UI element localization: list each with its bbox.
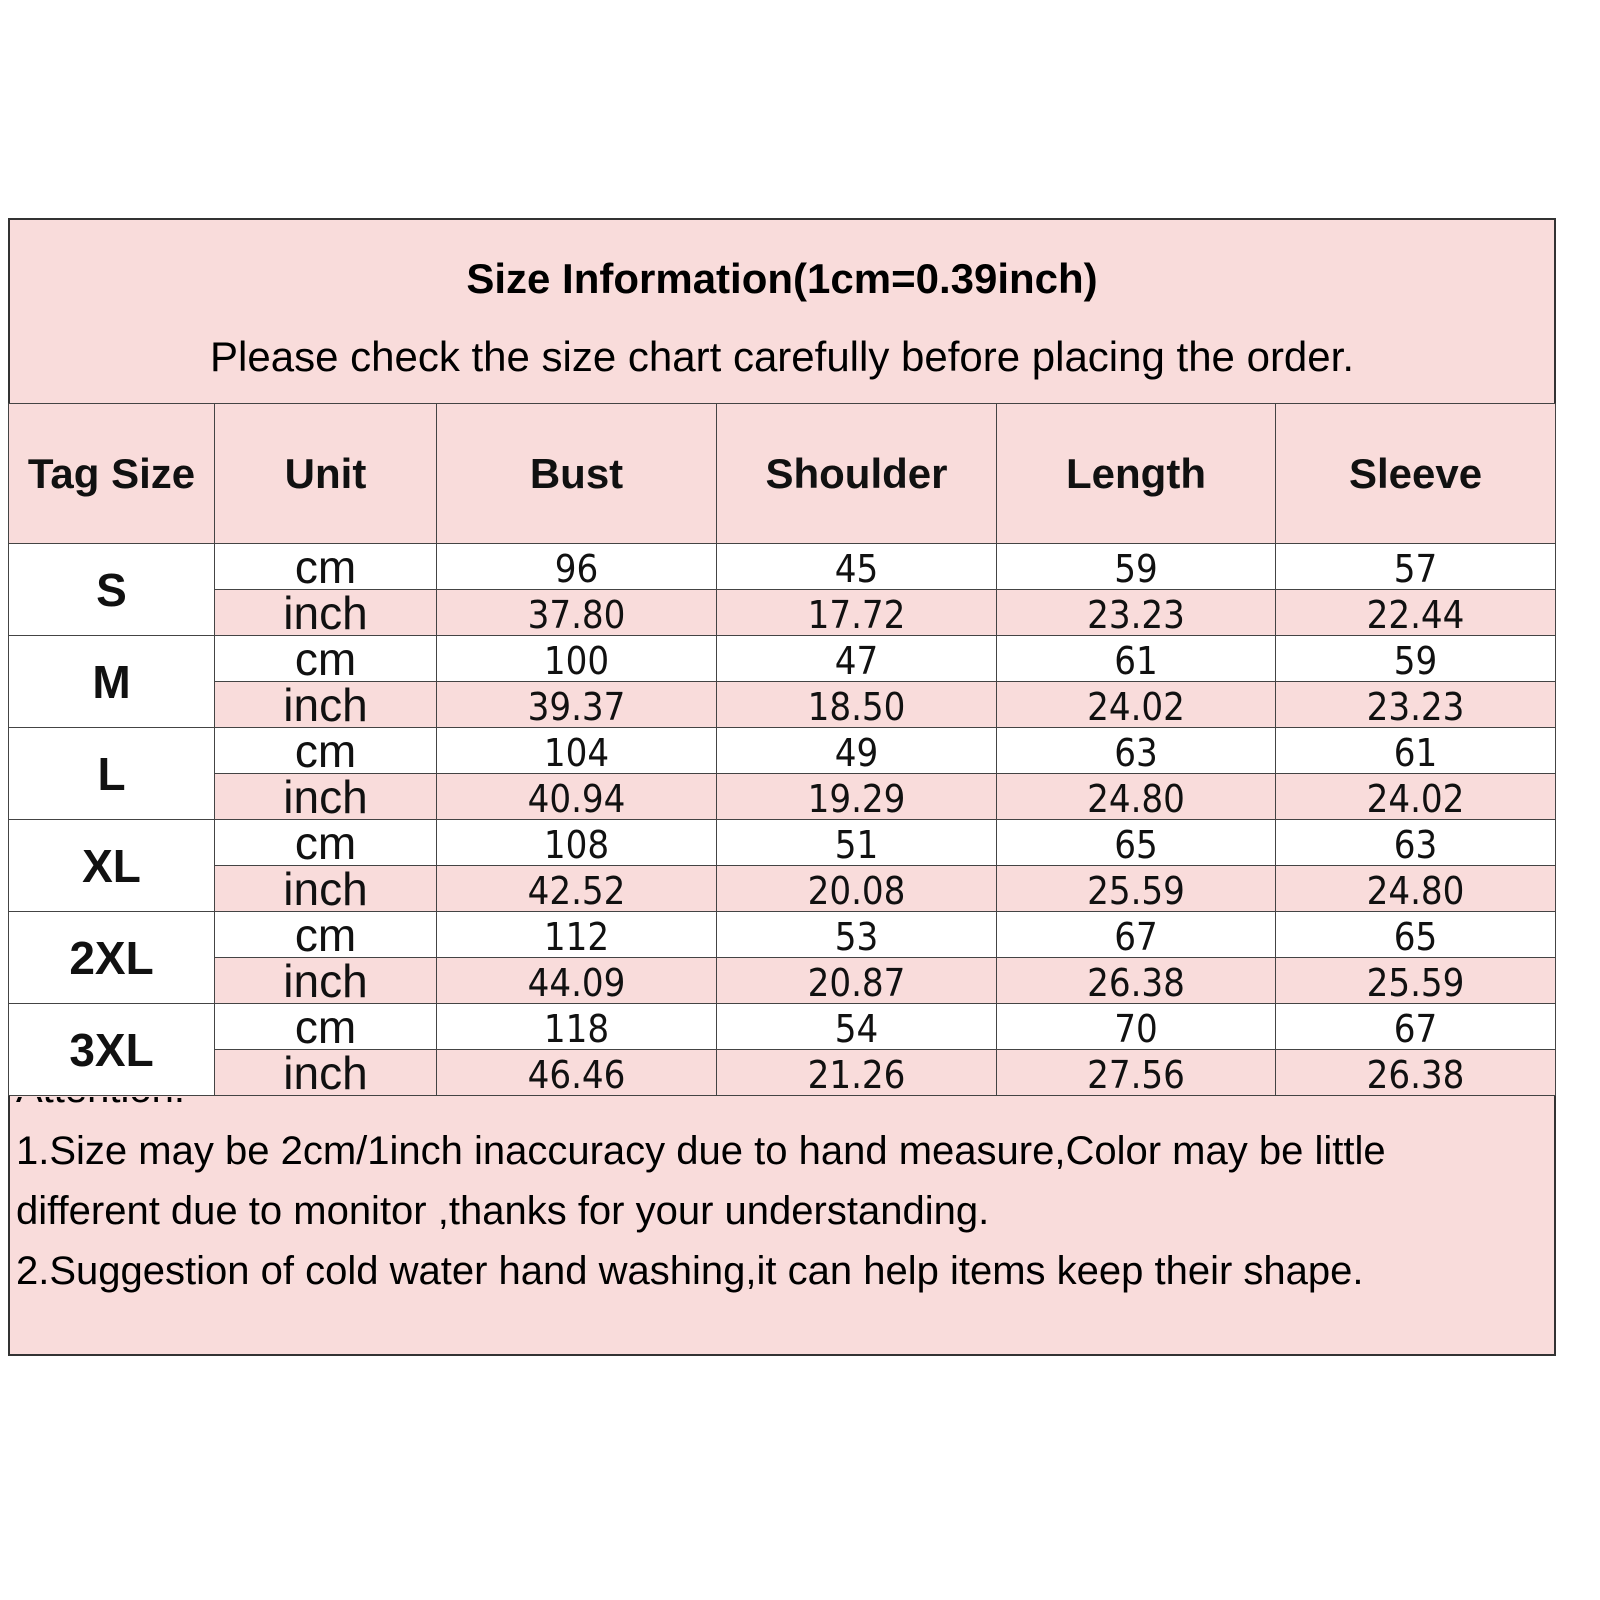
unit-cell: cm <box>214 635 437 682</box>
column-header: Length <box>996 403 1276 544</box>
measure-cell: 23.23 <box>1275 681 1556 728</box>
measure-cell: 61 <box>996 635 1276 682</box>
measure-cell: 70 <box>996 1003 1276 1050</box>
measure-cell: 44.09 <box>436 957 717 1004</box>
unit-cell: cm <box>214 727 437 774</box>
unit-cell: cm <box>214 1003 437 1050</box>
note-item: 2.Suggestion of cold water hand washing,… <box>16 1249 1364 1293</box>
measure-cell: 20.08 <box>716 865 997 912</box>
note-item: 1.Size may be 2cm/1inch inaccuracy due t… <box>16 1129 1386 1233</box>
column-header: Bust <box>436 403 717 544</box>
measure-cell: 21.26 <box>716 1049 997 1096</box>
unit-cell: inch <box>214 865 437 912</box>
measure-cell: 118 <box>436 1003 717 1050</box>
measure-cell: 49 <box>716 727 997 774</box>
measure-cell: 20.87 <box>716 957 997 1004</box>
measure-cell: 96 <box>436 543 717 590</box>
measure-cell: 46.46 <box>436 1049 717 1096</box>
column-header: Tag Size <box>8 403 215 544</box>
measure-cell: 26.38 <box>1275 1049 1556 1096</box>
notes: Attention: 1.Size may be 2cm/1inch inacc… <box>10 1097 1554 1354</box>
measure-cell: 17.72 <box>716 589 997 636</box>
tag-size: L <box>8 727 215 820</box>
unit-cell: cm <box>214 819 437 866</box>
measure-cell: 18.50 <box>716 681 997 728</box>
measure-cell: 67 <box>1275 1003 1556 1050</box>
column-header: Shoulder <box>716 403 997 544</box>
measure-cell: 22.44 <box>1275 589 1556 636</box>
measure-cell: 63 <box>1275 819 1556 866</box>
measure-cell: 24.02 <box>1275 773 1556 820</box>
unit-cell: inch <box>214 773 437 820</box>
measure-cell: 26.38 <box>996 957 1276 1004</box>
measure-cell: 51 <box>716 819 997 866</box>
measure-cell: 40.94 <box>436 773 717 820</box>
measure-cell: 104 <box>436 727 717 774</box>
measure-cell: 19.29 <box>716 773 997 820</box>
measure-cell: 54 <box>716 1003 997 1050</box>
measure-cell: 27.56 <box>996 1049 1276 1096</box>
measure-cell: 63 <box>996 727 1276 774</box>
measure-cell: 42.52 <box>436 865 717 912</box>
tag-size: 3XL <box>8 1003 215 1096</box>
column-header: Unit <box>214 403 437 544</box>
measure-cell: 61 <box>1275 727 1556 774</box>
notes-list: 1.Size may be 2cm/1inch inaccuracy due t… <box>16 1121 1516 1301</box>
tag-size: 2XL <box>8 911 215 1004</box>
notes-heading: Attention: <box>16 1097 185 1112</box>
measure-cell: 65 <box>1275 911 1556 958</box>
measure-cell: 47 <box>716 635 997 682</box>
measure-cell: 59 <box>996 543 1276 590</box>
unit-cell: inch <box>214 589 437 636</box>
measure-cell: 25.59 <box>996 865 1276 912</box>
unit-cell: inch <box>214 681 437 728</box>
measure-cell: 53 <box>716 911 997 958</box>
measure-cell: 100 <box>436 635 717 682</box>
title: Size Information(1cm=0.39inch) <box>466 255 1098 302</box>
tag-size: XL <box>8 819 215 912</box>
measure-cell: 45 <box>716 543 997 590</box>
subtitle: Please check the size chart carefully be… <box>210 333 1354 380</box>
unit-cell: cm <box>214 543 437 590</box>
measure-cell: 65 <box>996 819 1276 866</box>
measure-cell: 23.23 <box>996 589 1276 636</box>
tag-size: M <box>8 635 215 728</box>
measure-cell: 39.37 <box>436 681 717 728</box>
measure-cell: 57 <box>1275 543 1556 590</box>
measure-cell: 24.80 <box>996 773 1276 820</box>
measure-cell: 112 <box>436 911 717 958</box>
tag-size: S <box>8 543 215 636</box>
unit-cell: inch <box>214 1049 437 1096</box>
measure-cell: 59 <box>1275 635 1556 682</box>
unit-cell: inch <box>214 957 437 1004</box>
measure-cell: 108 <box>436 819 717 866</box>
measure-cell: 67 <box>996 911 1276 958</box>
measure-cell: 24.02 <box>996 681 1276 728</box>
column-header: Sleeve <box>1275 403 1556 544</box>
measure-cell: 24.80 <box>1275 865 1556 912</box>
measure-cell: 25.59 <box>1275 957 1556 1004</box>
unit-cell: cm <box>214 911 437 958</box>
measure-cell: 37.80 <box>436 589 717 636</box>
